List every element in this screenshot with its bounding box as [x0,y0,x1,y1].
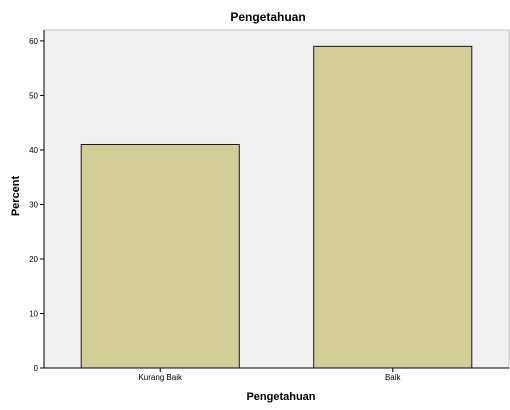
x-tick-label: Baik [385,373,402,382]
x-axis: Kurang Baik Baik [44,367,509,382]
y-tick-label: 10 [29,309,38,318]
bars-group [80,45,473,369]
y-tick-label: 30 [29,200,38,209]
y-axis-title: Percent [10,175,22,216]
x-axis-title: Pengetahuan [246,391,315,403]
y-tick-label: 60 [29,37,38,46]
y-tick-label: 0 [34,364,39,373]
x-tick-label: Kurang Baik [138,373,183,382]
chart-title: Pengetahuan [230,10,305,24]
y-tick-label: 50 [29,91,38,100]
y-tick-label: 40 [29,146,38,155]
y-axis: 0 10 20 30 40 50 60 [29,30,45,373]
bar-kurang-baik [80,143,240,369]
bar-baik [313,45,473,369]
y-tick-label: 20 [29,255,38,264]
